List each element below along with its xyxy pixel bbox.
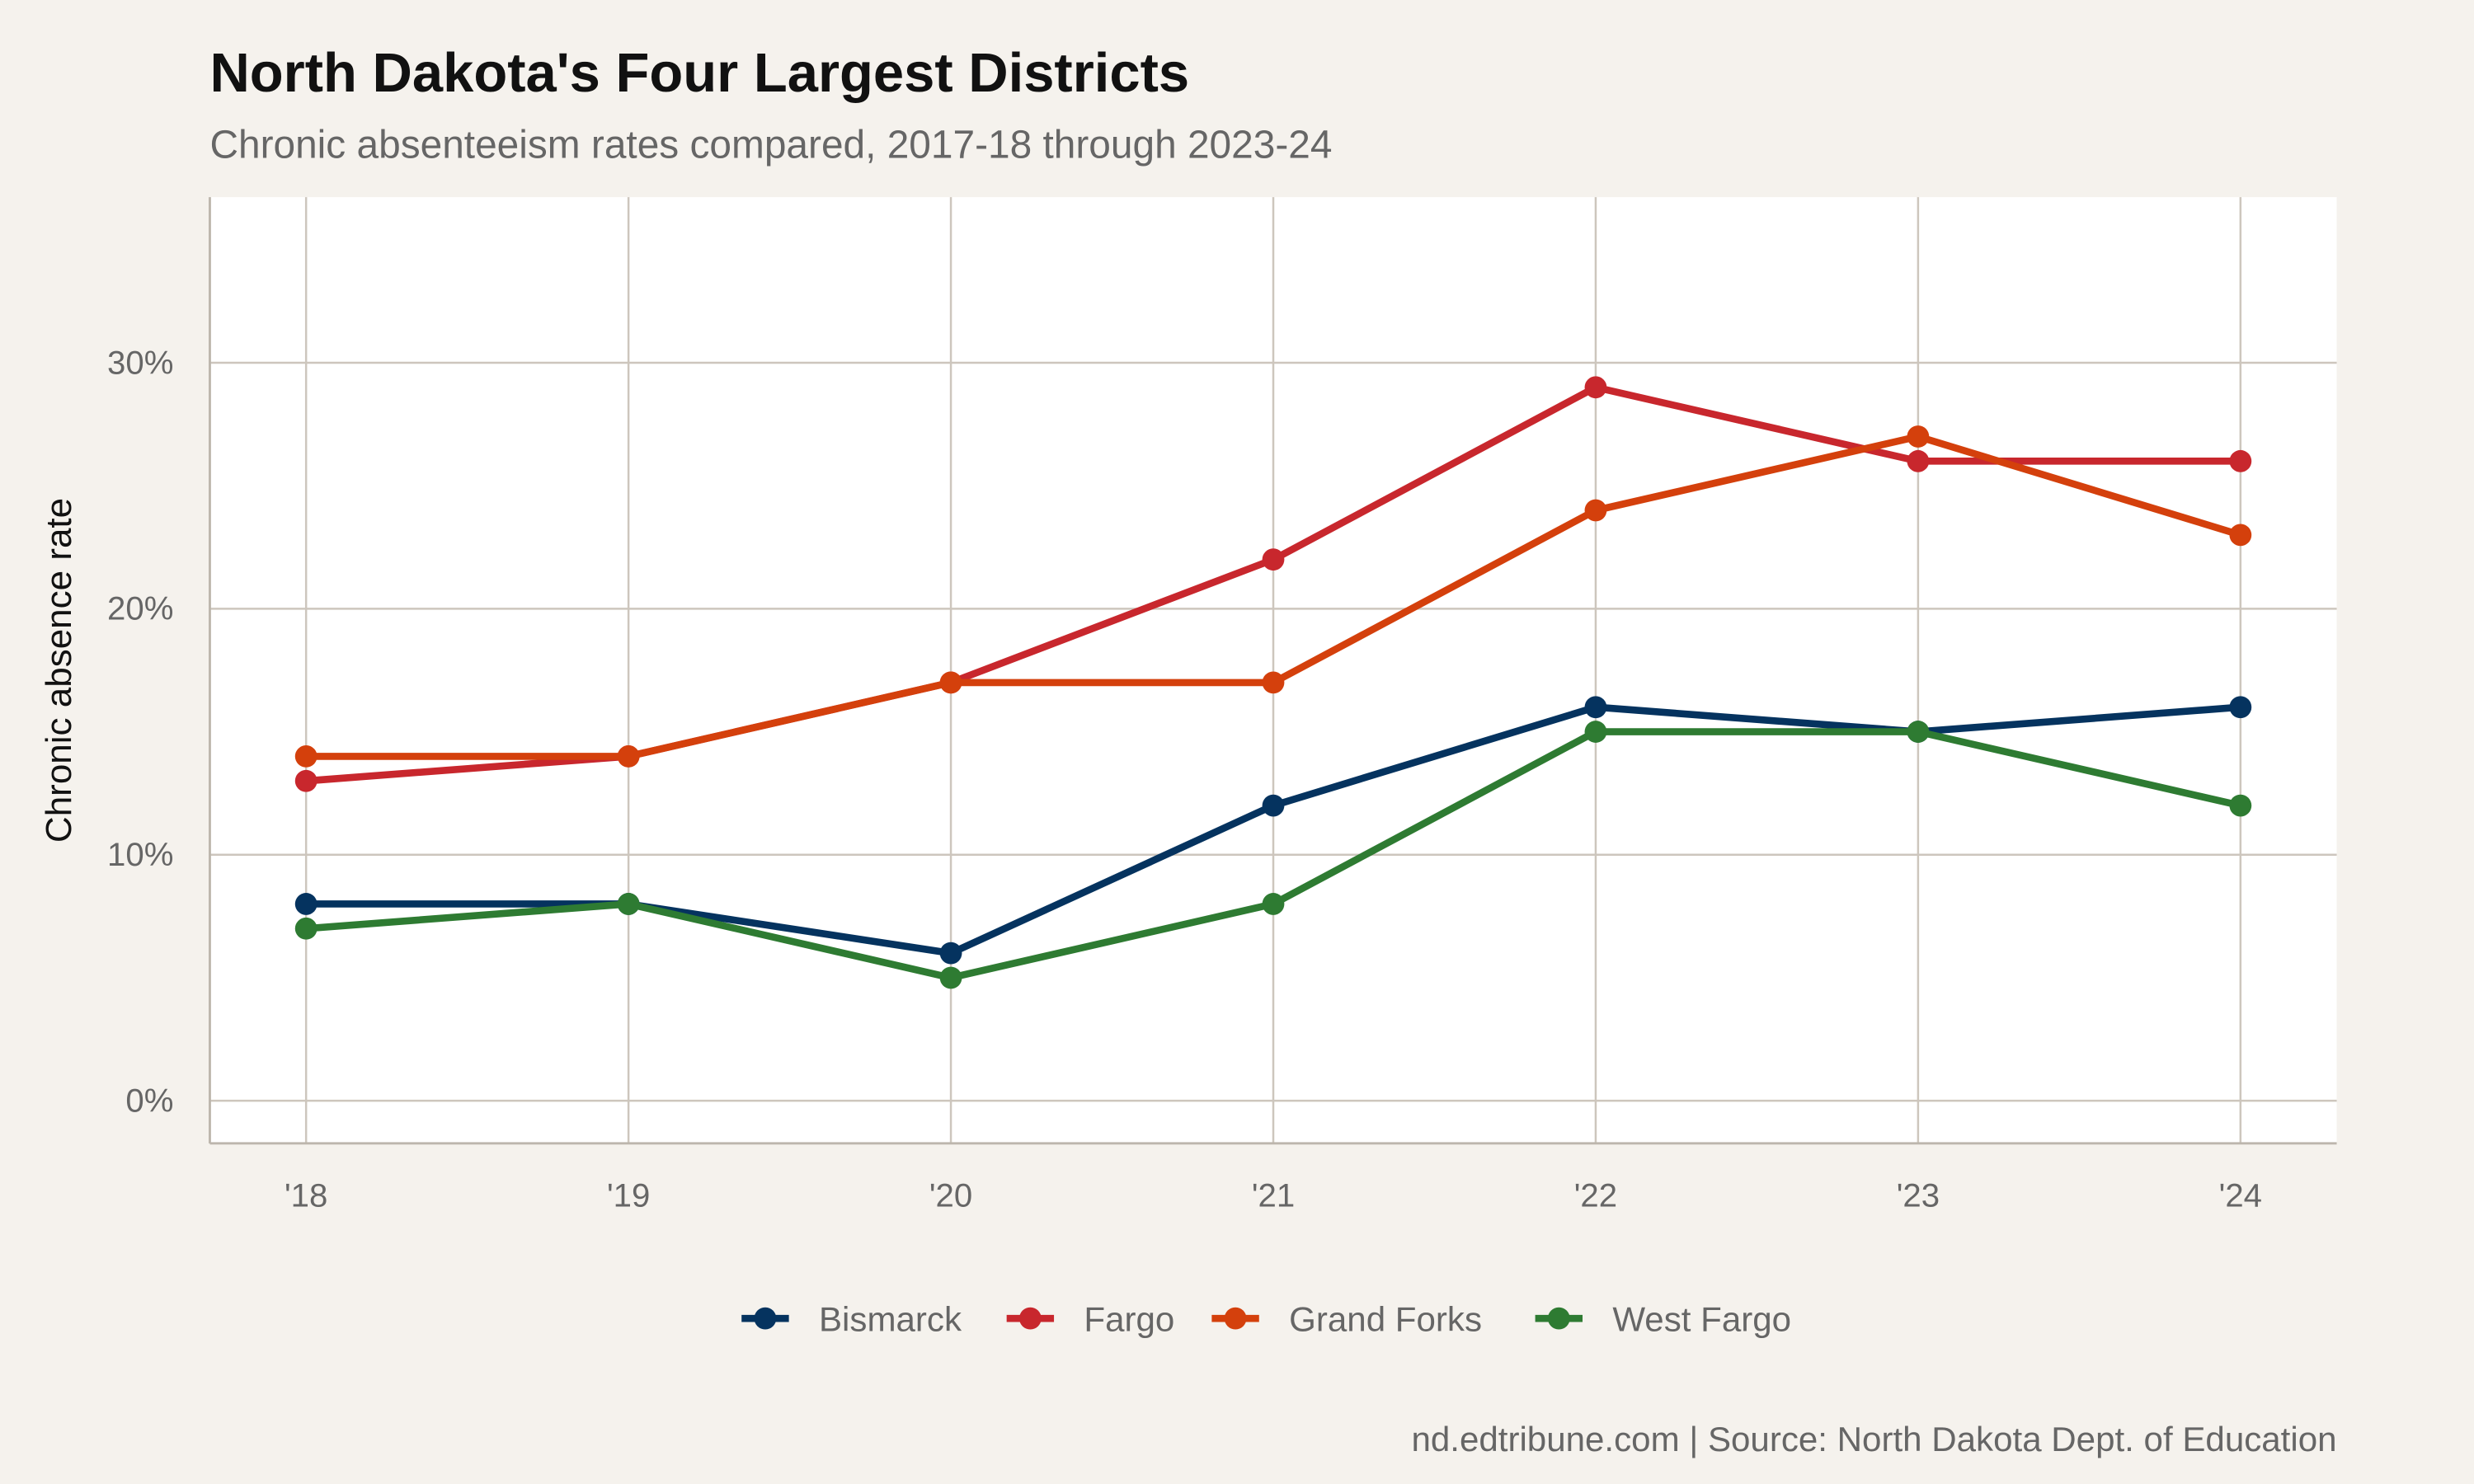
chart-subtitle: Chronic absenteeism rates compared, 2017…	[209, 123, 1332, 167]
data-point	[939, 966, 962, 989]
data-point	[2229, 696, 2252, 719]
y-tick-label: 30%	[107, 344, 173, 381]
data-point	[617, 893, 640, 915]
data-point	[617, 745, 640, 768]
data-point	[1907, 425, 1930, 448]
legend-label: Fargo	[1084, 1299, 1174, 1338]
data-point	[2229, 449, 2252, 472]
x-tick-labels: '18 '19 '20 '21 '22 '23 '24	[285, 1176, 2262, 1214]
x-tick-label: '24	[2219, 1176, 2262, 1214]
legend-key-point	[1224, 1307, 1247, 1330]
gridlines	[209, 197, 2337, 1144]
data-point	[294, 893, 317, 915]
y-tick-label: 20%	[107, 590, 173, 627]
data-point	[939, 942, 962, 965]
x-tick-label: '22	[1574, 1176, 1617, 1214]
legend-label: West Fargo	[1612, 1299, 1791, 1338]
data-point	[1907, 721, 1930, 743]
x-tick-label: '19	[607, 1176, 650, 1214]
data-point	[1262, 794, 1285, 817]
data-point	[1907, 449, 1930, 472]
data-point	[2229, 794, 2252, 817]
data-point	[1584, 499, 1607, 522]
data-point	[294, 745, 317, 768]
series-grand-forks	[294, 425, 2252, 768]
data-point	[1262, 893, 1285, 915]
chart-caption: nd.edtribune.com | Source: North Dakota …	[1411, 1420, 2336, 1458]
chart-title: North Dakota's Four Largest Districts	[209, 42, 1189, 104]
data-point	[1584, 376, 1607, 399]
legend-label: Grand Forks	[1289, 1299, 1482, 1338]
legend-key-point	[1018, 1307, 1042, 1330]
legend: Bismarck Fargo Grand Forks West Fargo	[741, 1299, 1791, 1338]
x-tick-label: '20	[929, 1176, 972, 1214]
y-axis-label: Chronic absence rate	[39, 498, 79, 843]
data-point	[294, 769, 317, 792]
data-point	[2229, 524, 2252, 547]
legend-item: Bismarck	[741, 1299, 962, 1338]
data-point	[1262, 671, 1285, 694]
legend-key-point	[1547, 1307, 1570, 1330]
legend-item: West Fargo	[1535, 1299, 1791, 1338]
y-tick-labels: 0% 10% 20% 30%	[107, 344, 173, 1119]
x-tick-label: '18	[285, 1176, 327, 1214]
series-group	[294, 376, 2252, 989]
series-west-fargo	[294, 721, 2252, 989]
data-point	[939, 671, 962, 694]
legend-key-point	[754, 1307, 777, 1330]
y-tick-label: 10%	[107, 836, 173, 873]
x-tick-label: '23	[1897, 1176, 1940, 1214]
legend-item: Fargo	[1006, 1299, 1174, 1338]
data-point	[1262, 548, 1285, 571]
data-point	[1584, 721, 1607, 743]
data-point	[294, 917, 317, 940]
legend-item: Grand Forks	[1211, 1299, 1482, 1338]
legend-label: Bismarck	[819, 1299, 962, 1338]
data-point	[1584, 696, 1607, 719]
x-tick-label: '21	[1252, 1176, 1295, 1214]
y-tick-label: 0%	[125, 1082, 173, 1120]
